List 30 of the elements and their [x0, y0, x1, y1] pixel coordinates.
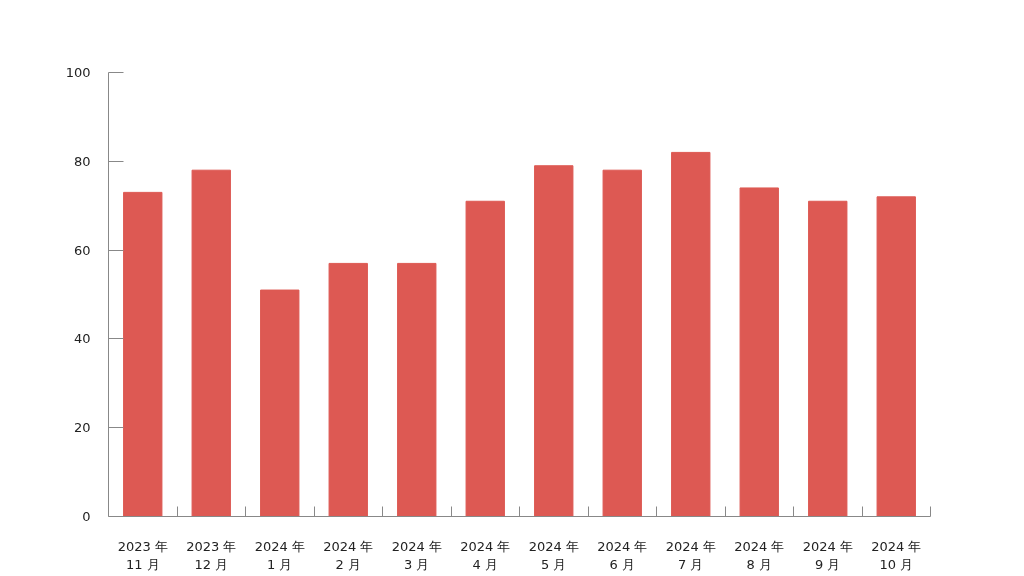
- x-tick-label: 2024 年 2 月: [323, 538, 374, 572]
- x-tick-label: 2024 年 1 月: [254, 538, 305, 572]
- bar: [397, 262, 437, 517]
- bar: [739, 187, 779, 517]
- y-tick-label: 80: [73, 153, 91, 169]
- bar: [260, 289, 300, 517]
- y-tick-label: 0: [82, 509, 91, 524]
- bar: [808, 200, 848, 517]
- y-tick-label: 60: [73, 242, 91, 258]
- x-tick-label: 2024 年 7 月: [665, 538, 716, 572]
- bar: [602, 169, 642, 517]
- x-tick-label: 2024 年 4 月: [460, 538, 511, 572]
- y-tick-label: 100: [65, 65, 91, 80]
- bar: [465, 200, 505, 517]
- bar: [191, 169, 231, 517]
- x-tick-label: 2024 年 5 月: [528, 538, 579, 572]
- x-tick-label: 2024 年 8 月: [734, 538, 785, 572]
- bar: [328, 262, 368, 517]
- y-tick-label: 40: [73, 331, 91, 347]
- bar: [876, 196, 916, 517]
- x-tick-label: 2023 年 11 月: [117, 538, 168, 572]
- bar: [123, 191, 163, 517]
- x-tick-label: 2024 年 10 月: [871, 538, 922, 572]
- y-tick-label: 20: [73, 420, 91, 436]
- bar: [671, 151, 711, 517]
- x-tick-label: 2024 年 3 月: [391, 538, 442, 572]
- x-tick-label: 2024 年 9 月: [802, 538, 853, 572]
- bar: [534, 165, 574, 517]
- x-tick-label: 2023 年 12 月: [186, 538, 237, 572]
- x-tick-label: 2024 年 6 月: [597, 538, 648, 572]
